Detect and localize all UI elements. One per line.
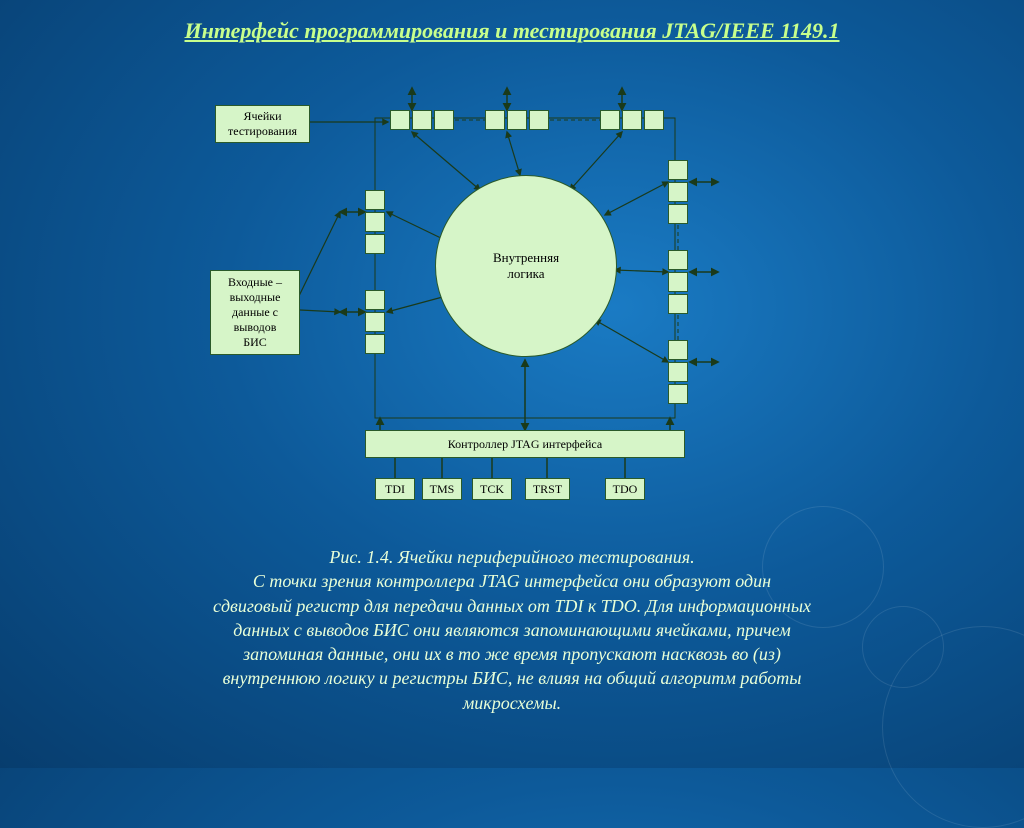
scan-cell <box>365 234 385 254</box>
pin-tdi: TDI <box>375 478 415 500</box>
scan-cell <box>668 384 688 404</box>
scan-cell <box>668 362 688 382</box>
label-io-data: Входные – выходные данные с выводов БИС <box>210 270 300 355</box>
scan-cell <box>600 110 620 130</box>
scan-cell <box>365 212 385 232</box>
jtag-controller: Контроллер JTAG интерфейса <box>365 430 685 458</box>
scan-cell <box>507 110 527 130</box>
scan-cell <box>365 334 385 354</box>
scan-cell <box>365 312 385 332</box>
core-logic: Внутренняя логика <box>435 175 617 357</box>
scan-cell <box>668 250 688 270</box>
scan-cell <box>365 190 385 210</box>
slide-title: Интерфейс программирования и тестировани… <box>0 18 1024 44</box>
pin-tms: TMS <box>422 478 462 500</box>
scan-cell <box>390 110 410 130</box>
scan-cell <box>668 340 688 360</box>
pin-tdo: TDO <box>605 478 645 500</box>
scan-cell <box>668 160 688 180</box>
scan-cell <box>644 110 664 130</box>
scan-cell <box>412 110 432 130</box>
scan-cell <box>668 272 688 292</box>
pin-trst: TRST <box>525 478 570 500</box>
pin-tck: TCK <box>472 478 512 500</box>
figure-caption: Рис. 1.4. Ячейки периферийного тестирова… <box>30 545 994 715</box>
scan-cell <box>622 110 642 130</box>
scan-cell <box>668 182 688 202</box>
scan-cell <box>668 204 688 224</box>
label-test-cells: Ячейки тестирования <box>215 105 310 143</box>
scan-cell <box>668 294 688 314</box>
scan-cell <box>434 110 454 130</box>
scan-cell <box>529 110 549 130</box>
scan-cell <box>485 110 505 130</box>
scan-cell <box>365 290 385 310</box>
jtag-diagram: Ячейки тестирования Входные – выходные д… <box>180 80 820 510</box>
